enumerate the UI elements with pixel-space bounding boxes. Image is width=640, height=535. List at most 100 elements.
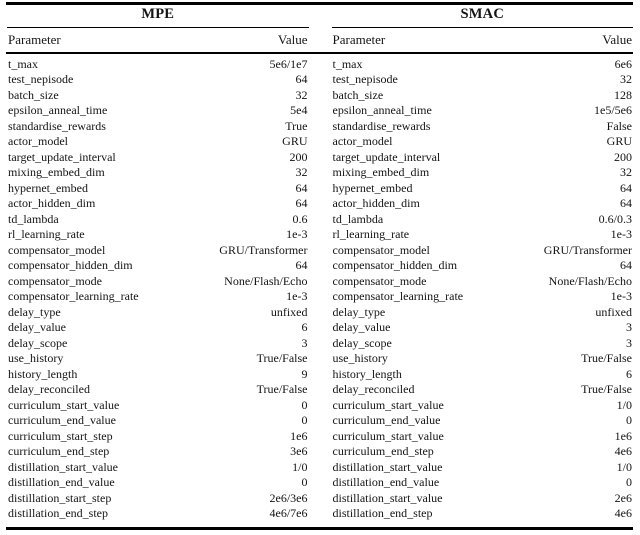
parameter-value: 1/0 <box>616 459 632 474</box>
parameter-name: compensator_learning_rate <box>332 289 464 303</box>
table-row: delay_value 6 <box>8 320 308 336</box>
table-row: use_history True/False <box>8 351 308 367</box>
parameter-value: 200 <box>614 149 632 164</box>
parameter-name: history_length <box>332 366 402 381</box>
parameter-name: use_history <box>332 351 388 365</box>
parameter-name: curriculum_end_step <box>332 444 434 458</box>
table-row: actor_model GRU <box>8 134 308 150</box>
parameter-value: GRU/Transformer <box>219 242 308 257</box>
parameter-name: curriculum_start_value <box>8 397 120 412</box>
table-row: distillation_start_value 2e6 <box>333 491 633 507</box>
parameter-value: GRU/Transformer <box>543 242 632 257</box>
parameter-value: 64 <box>295 72 308 86</box>
parameter-value: 1/0 <box>292 459 308 474</box>
column-header-parameter: Parameter <box>8 31 61 47</box>
parameter-name: compensator_model <box>8 242 106 257</box>
parameter-name: actor_model <box>332 134 393 148</box>
table-row: standardise_rewards True <box>8 119 308 135</box>
table-row: epsilon_anneal_time 1e5/5e6 <box>333 103 633 119</box>
parameter-value: 1e-3 <box>610 227 632 241</box>
parameter-value: 128 <box>614 87 632 102</box>
table-row: distillation_start_value 1/0 <box>8 460 308 476</box>
parameter-value: 0 <box>301 413 308 427</box>
parameter-name: test_nepisode <box>332 72 398 86</box>
parameter-name: curriculum_end_step <box>8 444 110 458</box>
table-row: target_update_interval 200 <box>8 150 308 166</box>
table-row: curriculum_end_step 3e6 <box>8 444 308 460</box>
parameter-value: 32 <box>295 165 308 179</box>
parameter-name: delay_type <box>332 304 386 319</box>
parameter-value: 5e4 <box>290 103 308 117</box>
table-row: compensator_hidden_dim 64 <box>333 258 633 274</box>
parameter-value: 3 <box>301 335 308 350</box>
parameter-value: 1e5/5e6 <box>594 103 632 117</box>
parameter-value: 3 <box>626 335 632 350</box>
table-row: rl_learning_rate 1e-3 <box>333 227 633 243</box>
parameter-name: curriculum_end_value <box>8 413 116 427</box>
parameter-value: unfixed <box>270 304 308 319</box>
parameter-value: GRU <box>606 134 632 148</box>
parameter-name: test_nepisode <box>8 72 74 86</box>
parameter-value: 1e-3 <box>610 289 632 303</box>
table-row: curriculum_start_step 1e6 <box>8 429 308 445</box>
table-row: actor_hidden_dim 64 <box>8 196 308 212</box>
table-row: curriculum_end_value 0 <box>333 413 633 429</box>
parameter-name: target_update_interval <box>332 149 441 164</box>
table-row: t_max 6e6 <box>333 57 633 73</box>
table-row: curriculum_end_step 4e6 <box>333 444 633 460</box>
parameter-value: 6 <box>626 366 632 381</box>
parameter-value: 1e-3 <box>286 227 308 241</box>
table-row: compensator_model GRU/Transformer <box>8 243 308 259</box>
parameter-name: t_max <box>8 56 38 71</box>
table-row: hypernet_embed 64 <box>8 181 308 197</box>
parameter-name: hypernet_embed <box>332 180 413 195</box>
table-row: history_length 9 <box>8 367 308 383</box>
parameter-value: 0 <box>301 397 308 412</box>
parameter-name: delay_reconciled <box>332 382 415 396</box>
table-row: td_lambda 0.6 <box>8 212 308 228</box>
table-row: t_max 5e6/1e7 <box>8 57 308 73</box>
table-row: curriculum_end_value 0 <box>8 413 308 429</box>
parameter-name: curriculum_start_step <box>8 428 113 443</box>
parameter-value: 64 <box>620 180 632 195</box>
table-row: mixing_embed_dim 32 <box>8 165 308 181</box>
title-rule-mpe <box>7 27 309 28</box>
parameter-name: standardise_rewards <box>8 118 106 133</box>
parameter-name: distillation_end_value <box>8 475 115 489</box>
bottom-rule <box>6 527 633 530</box>
parameter-name: actor_model <box>8 134 68 148</box>
column-header-value: Value <box>602 31 632 47</box>
table-row: hypernet_embed 64 <box>333 181 633 197</box>
parameter-value: unfixed <box>595 304 632 319</box>
parameter-value: 1e6 <box>614 428 632 443</box>
parameter-name: epsilon_anneal_time <box>8 103 108 117</box>
parameter-value: 0 <box>626 413 632 427</box>
table-row: curriculum_start_value 1/0 <box>333 398 633 414</box>
top-rule <box>6 2 633 5</box>
parameter-name: epsilon_anneal_time <box>332 103 432 117</box>
parameter-name: history_length <box>8 366 78 381</box>
table-row: standardise_rewards False <box>333 119 633 135</box>
parameter-name: distillation_start_value <box>332 490 443 505</box>
parameter-name: delay_scope <box>8 335 68 350</box>
parameter-name: delay_value <box>332 320 391 334</box>
parameter-name: distillation_start_step <box>8 490 112 505</box>
table-row: delay_type unfixed <box>333 305 633 321</box>
parameter-name: curriculum_end_value <box>332 413 441 427</box>
table-row: target_update_interval 200 <box>333 150 633 166</box>
parameter-value: 64 <box>295 258 308 272</box>
parameter-value: 32 <box>620 165 632 179</box>
parameter-value: True <box>285 118 308 133</box>
parameter-name: batch_size <box>8 87 59 102</box>
parameter-name: target_update_interval <box>8 149 116 164</box>
table-row: curriculum_start_value 1e6 <box>333 429 633 445</box>
table-row: compensator_learning_rate 1e-3 <box>8 289 308 305</box>
parameter-value: 1/0 <box>616 397 632 412</box>
column-header-parameter: Parameter <box>332 31 386 47</box>
table-row: compensator_learning_rate 1e-3 <box>333 289 633 305</box>
parameter-name: rl_learning_rate <box>332 227 410 241</box>
parameter-value: False <box>606 118 632 133</box>
table-row: delay_type unfixed <box>8 305 308 321</box>
table-header-smac: Parameter Value <box>332 28 634 52</box>
